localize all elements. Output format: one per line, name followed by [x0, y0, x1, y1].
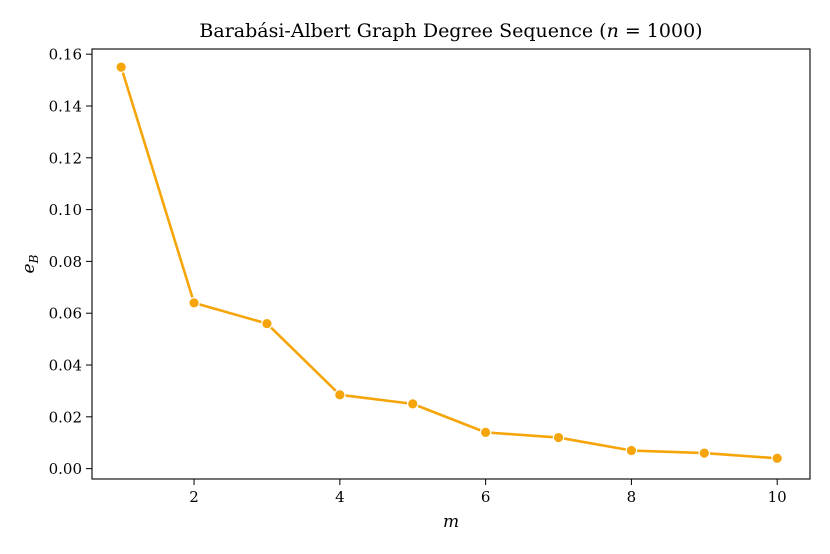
y-tick-label: 0.04	[49, 357, 82, 375]
data-point	[406, 398, 419, 410]
y-tick-label: 0.02	[49, 408, 82, 426]
data-point	[771, 452, 783, 465]
y-axis-label: eB	[19, 254, 41, 273]
series-line	[119, 66, 778, 460]
data-point	[552, 431, 565, 444]
data-point	[625, 444, 638, 457]
data-point	[188, 297, 200, 309]
y-axis-label-main: e	[19, 263, 39, 273]
y-tick-label: 0.06	[49, 305, 82, 323]
y-tick-label: 0.00	[49, 460, 82, 478]
data-point	[698, 447, 711, 459]
y-axis: 0.00 0.02 0.04 0.06 0.08 0.10 0.12 0.14 0.16	[49, 46, 92, 478]
data-point	[115, 61, 127, 73]
data-point	[261, 317, 273, 330]
data-point	[479, 426, 492, 439]
data-point	[334, 389, 346, 401]
chart-title: Barabási-Albert Graph Degree Sequence (n…	[199, 20, 702, 42]
chart-title-n: n	[607, 20, 619, 42]
chart-title-suffix: = 1000)	[619, 20, 703, 42]
series-layer	[115, 61, 783, 465]
y-tick-label: 0.14	[49, 97, 82, 115]
y-tick-label: 0.12	[49, 149, 82, 167]
y-axis-label-sub: B	[27, 254, 41, 264]
x-tick-label: 6	[481, 488, 491, 506]
x-tick-label: 4	[335, 488, 345, 506]
plot-frame	[91, 48, 811, 480]
y-axis-label-group: eB	[19, 254, 41, 273]
x-tick-label: 8	[627, 488, 637, 506]
x-axis-label: m	[443, 512, 459, 532]
y-tick-label: 0.10	[49, 201, 82, 219]
x-tick-label: 2	[189, 488, 199, 506]
x-tick-label: 10	[768, 488, 787, 506]
x-axis: 2 4 6 8 10	[189, 479, 787, 506]
chart-title-prefix: Barabási-Albert Graph Degree Sequence (	[199, 20, 606, 42]
y-tick-label: 0.08	[49, 253, 82, 271]
y-tick-label: 0.16	[49, 46, 82, 64]
